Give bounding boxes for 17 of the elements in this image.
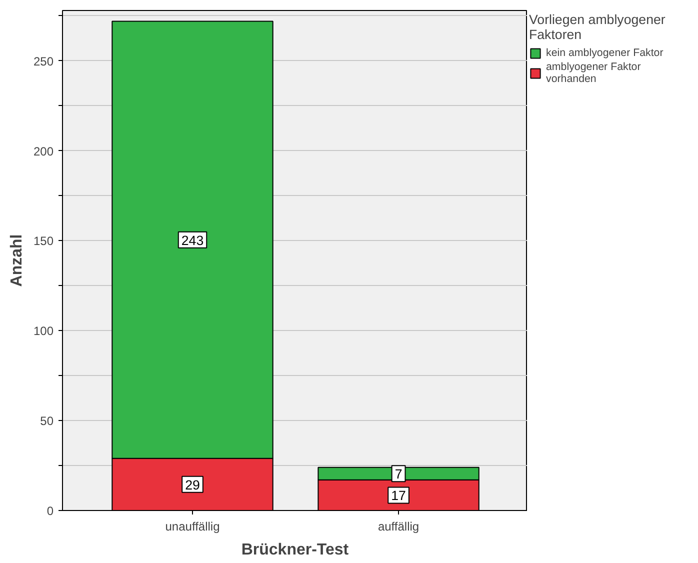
y-tick-label: 250 <box>33 54 54 68</box>
data-label: 17 <box>391 488 406 504</box>
data-label: 243 <box>181 232 204 248</box>
legend-label: kein amblyogener Faktor <box>546 47 664 59</box>
y-tick-label: 200 <box>33 144 54 158</box>
y-tick-label: 0 <box>46 504 54 518</box>
y-axis-title: Anzahl <box>8 234 26 287</box>
y-tick-label: 50 <box>40 414 54 428</box>
data-label: 29 <box>185 477 200 492</box>
legend-title: Vorliegen amblyogener Faktoren <box>529 12 666 42</box>
x-tick-label: unauffällig <box>165 520 220 534</box>
y-tick-label: 150 <box>33 234 54 248</box>
data-label: 7 <box>394 466 402 482</box>
legend-label: amblyogener Faktor vorhanden <box>546 61 641 85</box>
x-tick-label: auffällig <box>378 520 420 534</box>
y-tick-label: 100 <box>33 324 54 338</box>
x-axis-title: Brückner-Test <box>241 542 350 558</box>
